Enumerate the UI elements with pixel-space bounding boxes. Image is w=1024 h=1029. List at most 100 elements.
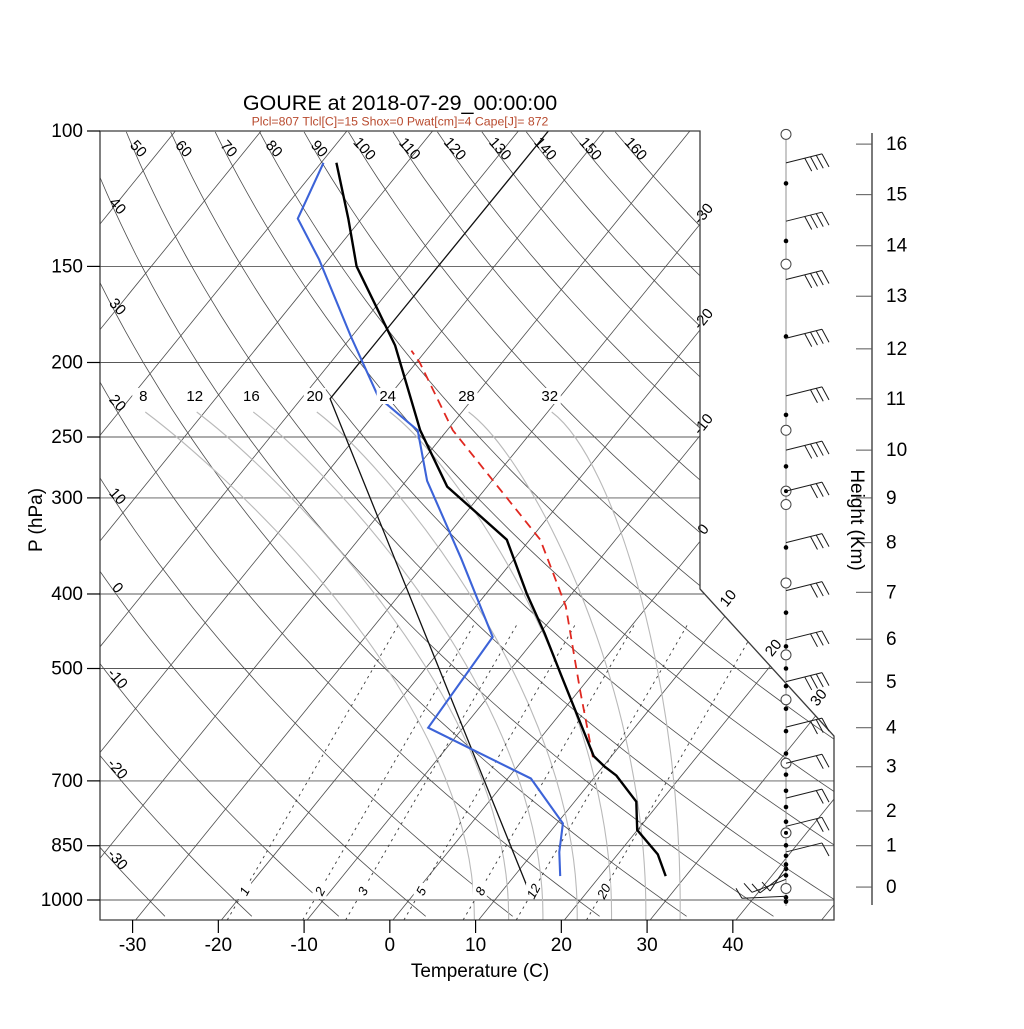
temperature-tick-label: 0 <box>385 935 396 956</box>
dry-adiabat-line <box>304 132 1024 916</box>
height-tick-label: 3 <box>886 757 897 778</box>
dry-adiabat-line <box>0 132 426 916</box>
isotherm-edge-label: 30 <box>807 686 831 710</box>
wind-barb <box>786 482 829 498</box>
wind-barb <box>786 154 829 171</box>
dry-adiabat-left-label: -20 <box>104 755 131 782</box>
dry-adiabat-top-label: 110 <box>395 134 424 163</box>
dry-adiabat-top-label: 150 <box>576 134 605 164</box>
wind-level-dot <box>784 853 789 858</box>
wind-barb <box>786 212 829 229</box>
wind-level-dot <box>784 772 789 777</box>
dry-adiabat-top-label: 100 <box>350 134 379 164</box>
wind-level-dot <box>784 413 789 418</box>
dry-adiabat-top-label: 70 <box>217 137 241 161</box>
pressure-tick-label: 150 <box>51 256 83 277</box>
wind-barb <box>736 888 786 898</box>
isotherm-line <box>564 131 1024 920</box>
pressure-tick-label: 500 <box>51 659 83 680</box>
dry-adiabat-top-label: 90 <box>307 137 331 161</box>
moist-adiabat-label: 24 <box>379 388 396 405</box>
dry-adiabat-line <box>0 132 513 916</box>
dry-adiabat-left-label: 10 <box>105 485 129 509</box>
height-tick-label: 9 <box>886 488 897 509</box>
wind-barb <box>786 387 829 403</box>
dry-adiabat-left-label: -30 <box>104 846 131 873</box>
moist-adiabat-line <box>197 412 509 920</box>
wind-level-dot <box>784 751 789 756</box>
mixing-ratio-line <box>404 625 575 920</box>
height-tick-label: 2 <box>886 801 897 822</box>
wind-level-dot <box>784 862 789 867</box>
wind-level-circle <box>781 578 791 588</box>
wind-barb <box>786 329 829 346</box>
chart-subtitle: Plcl=807 Tlcl[C]=15 Shox=0 Pwat[cm]=4 Ca… <box>252 115 549 129</box>
dry-adiabat-line <box>82 132 774 916</box>
wind-level-dot <box>784 819 789 824</box>
dry-adiabat-line <box>526 132 1024 916</box>
height-tick-label: 8 <box>886 533 897 554</box>
height-tick-label: 16 <box>886 134 907 155</box>
height-tick-label: 5 <box>886 672 897 693</box>
wind-level-circle <box>781 129 791 139</box>
wind-barb <box>786 271 829 288</box>
dry-adiabat-line <box>126 132 860 916</box>
height-tick-label: 6 <box>886 629 897 650</box>
wind-level-circle <box>781 425 791 435</box>
isotherm-edge-label: 10 <box>717 587 741 611</box>
dry-adiabat-left-label: -10 <box>104 665 131 692</box>
pressure-tick-label: 200 <box>51 352 83 373</box>
isotherm-edge-label: -10 <box>690 411 717 439</box>
isotherm-line <box>0 131 347 920</box>
pressure-tick-label: 700 <box>51 771 83 792</box>
dry-adiabat-line <box>349 132 1024 916</box>
plot-area <box>0 131 1024 920</box>
temperature-tick-label: 10 <box>465 935 486 956</box>
temperature-tick-label: 20 <box>551 935 572 956</box>
isotherm-line <box>0 131 604 920</box>
wind-barb <box>786 534 829 550</box>
wind-level-circle-dot <box>784 831 788 835</box>
wind-level-dot <box>784 895 789 900</box>
moist-adiabat-label: 8 <box>139 388 147 405</box>
wind-level-dot <box>784 545 789 550</box>
dry-adiabat-line <box>615 132 1024 916</box>
temperature-tick-label: -20 <box>205 935 232 956</box>
pressure-tick-label: 400 <box>51 584 83 605</box>
moist-adiabat-label: 16 <box>243 388 260 405</box>
wind-level-dot <box>784 666 789 671</box>
isotherm-edge-label: 0 <box>694 521 712 538</box>
isotherm-line <box>50 131 690 920</box>
moist-adiabat-line <box>317 412 577 920</box>
wind-level-circle <box>781 695 791 705</box>
wind-barb <box>786 673 829 690</box>
dry-adiabat-line <box>0 132 339 916</box>
dewpoint-profile-line <box>298 163 563 876</box>
wind-barb <box>786 817 829 831</box>
isotherm-line <box>736 131 1024 920</box>
height-tick-label: 12 <box>886 339 907 360</box>
temperature-tick-label: 30 <box>637 935 658 956</box>
temperature-tick-label: -10 <box>290 935 317 956</box>
pressure-tick-label: 100 <box>51 121 83 142</box>
height-tick-label: 11 <box>886 389 906 410</box>
y-axis-title-right: Height (Km) <box>846 469 867 570</box>
mixing-ratio-line <box>516 625 687 920</box>
dry-adiabat-left-label: 30 <box>105 295 129 319</box>
height-tick-label: 4 <box>886 718 897 739</box>
isotherm-edge-label: -30 <box>690 200 717 228</box>
x-axis-title: Temperature (C) <box>411 961 549 982</box>
wind-barb <box>786 441 829 458</box>
wind-level-circle <box>781 883 791 893</box>
pressure-tick-label: 1000 <box>41 890 83 911</box>
dry-adiabat-line <box>571 132 1024 916</box>
wind-barb <box>786 631 829 647</box>
wind-level-dot <box>784 181 789 186</box>
wind-level-dot <box>784 644 789 649</box>
dry-adiabat-line <box>0 132 165 916</box>
y-axis-title-left: P (hPa) <box>26 488 47 552</box>
mixing-ratio-line <box>303 625 474 920</box>
height-tick-label: 1 <box>886 836 897 857</box>
wind-barb <box>786 789 829 803</box>
moist-adiabat-label: 32 <box>541 388 558 405</box>
